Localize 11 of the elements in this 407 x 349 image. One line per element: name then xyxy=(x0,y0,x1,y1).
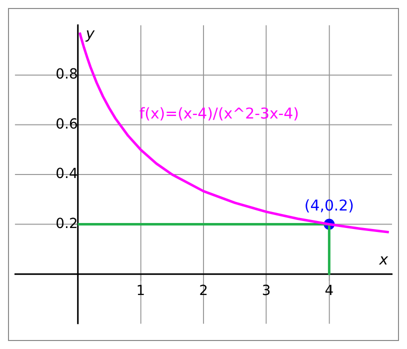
x-tick-label: 2 xyxy=(199,282,208,299)
x-tick-label: 3 xyxy=(262,282,271,299)
x-axis-title: x xyxy=(378,250,388,268)
annotation: (4,0.2) xyxy=(304,196,354,215)
y-tick-label: 0.8 xyxy=(56,66,78,83)
y-tick-label: 0.2 xyxy=(56,216,78,232)
y-axis-title: y xyxy=(84,24,95,43)
x-tick-label: 4 xyxy=(324,282,334,299)
y-tick-label: 0.6 xyxy=(56,116,78,132)
annotation: f(x)=(x-4)/(x^2-3x-4) xyxy=(139,104,299,123)
x-tick-label: 1 xyxy=(136,282,146,299)
